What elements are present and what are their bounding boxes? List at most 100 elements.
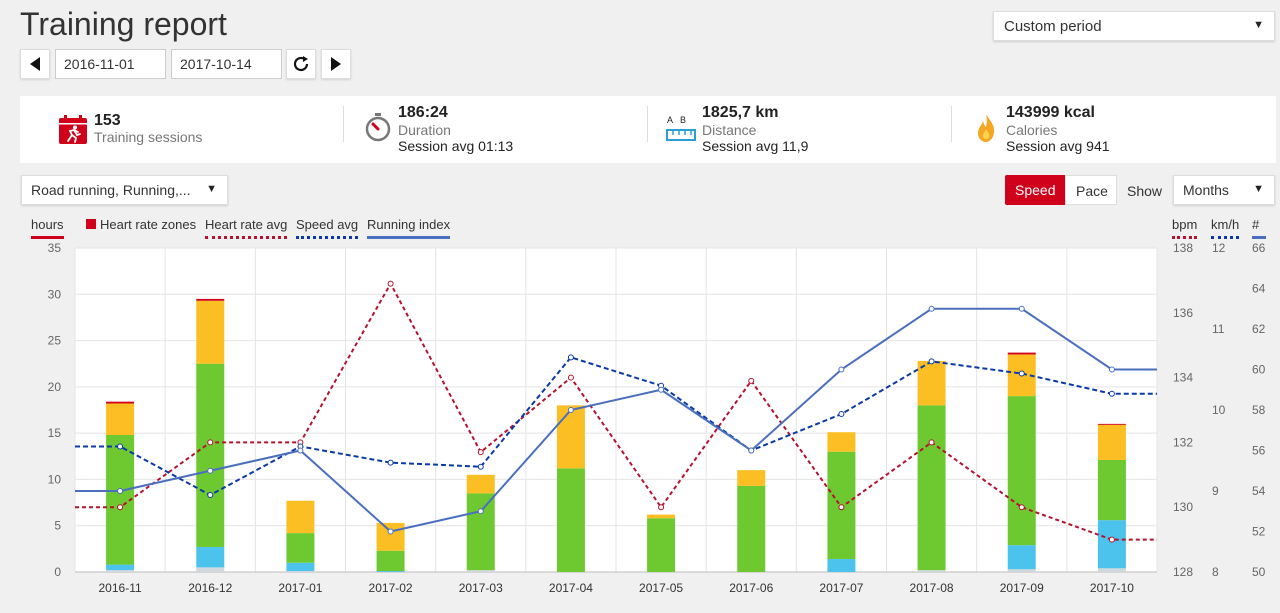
bpm-tick-label: 134 (1173, 371, 1193, 385)
x-tick-label: 2017-08 (910, 581, 954, 595)
series-point (1108, 366, 1115, 373)
legend-hours[interactable]: hours (31, 217, 64, 239)
y-tick-label: 15 (48, 426, 62, 440)
chevron-down-icon: ▼ (1253, 19, 1264, 31)
bar-segment (196, 300, 225, 364)
calories-value: 143999 kcal (1006, 104, 1095, 121)
bar-segment (466, 474, 495, 494)
duration-label: Duration (398, 122, 451, 138)
speed-tick-label: 8 (1212, 565, 1219, 579)
divider (343, 106, 344, 142)
x-tick-label: 2016-12 (188, 581, 232, 595)
x-tick-label: 2017-04 (549, 581, 593, 595)
arrow-right-icon (331, 57, 341, 71)
bar-segment (286, 500, 315, 534)
calories-label: Calories (1006, 122, 1058, 138)
series-point (567, 407, 574, 413)
series-point (838, 366, 845, 373)
bar-segment (286, 562, 315, 572)
next-period-button[interactable] (321, 49, 351, 79)
speed-tick-label: 10 (1212, 403, 1226, 417)
x-tick-label: 2017-01 (278, 581, 322, 595)
series-point (117, 488, 124, 494)
series-point (1108, 536, 1115, 543)
sport-filter-select[interactable]: Road running, Running,... ▼ (21, 175, 228, 205)
bar-segment (376, 522, 405, 551)
calendar-runner-icon (59, 115, 87, 144)
arrow-left-icon (30, 57, 40, 71)
series-point (477, 463, 484, 470)
series-point (387, 459, 394, 466)
x-tick-label: 2017-07 (819, 581, 863, 595)
series-point (117, 443, 124, 450)
bpm-tick-label: 128 (1173, 565, 1193, 579)
series-point (838, 504, 845, 511)
bar-segment (1097, 568, 1126, 572)
page-title: Training report (20, 6, 227, 42)
chevron-down-icon: ▼ (1253, 183, 1264, 195)
legend-bpm-axis: bpm (1172, 217, 1198, 239)
period-select-value: Custom period (1004, 18, 1102, 35)
x-tick-label: 2017-06 (729, 581, 773, 595)
series-point (928, 358, 935, 365)
series-line (75, 307, 1157, 533)
refresh-button[interactable] (286, 49, 316, 79)
bpm-tick-label: 136 (1173, 306, 1193, 320)
refresh-icon (293, 56, 309, 72)
legend-hr-zones-label: Heart rate zones (100, 217, 197, 232)
bar-segment (286, 533, 315, 563)
y-tick-label: 25 (48, 334, 62, 348)
legend-running-index[interactable]: Running index (367, 217, 451, 239)
period-select[interactable]: Custom period ▼ (993, 11, 1275, 41)
bar-segment (196, 298, 225, 301)
series-point (928, 439, 935, 446)
flame-icon (978, 114, 995, 142)
legend-hr-zones[interactable]: Heart rate zones (86, 217, 196, 236)
bar-segment (1007, 569, 1036, 572)
end-date-input[interactable]: 2017-10-14 (171, 49, 282, 79)
series-point (658, 386, 665, 393)
bar-segment (376, 571, 405, 572)
series-point (567, 374, 574, 381)
bpm-tick-label: 132 (1173, 435, 1193, 449)
series-point (658, 504, 665, 511)
index-tick-label: 64 (1252, 282, 1266, 296)
bar-segment (647, 518, 676, 572)
previous-period-button[interactable] (20, 49, 50, 79)
bar-segment (917, 405, 946, 571)
pace-toggle[interactable]: Pace (1065, 175, 1117, 205)
sport-filter-value: Road running, Running,... (31, 182, 191, 198)
bar-segment (1007, 396, 1036, 546)
interval-select-value: Months (1183, 182, 1229, 198)
speed-toggle[interactable]: Speed (1005, 175, 1065, 205)
x-tick-label: 2017-09 (1000, 581, 1044, 595)
x-tick-label: 2016-11 (99, 581, 142, 595)
stopwatch-icon (365, 113, 391, 142)
series-point (1108, 390, 1115, 397)
bar-segment (106, 570, 135, 572)
y-tick-label: 5 (54, 519, 61, 533)
distance-label: Distance (702, 122, 757, 138)
interval-select[interactable]: Months ▼ (1173, 175, 1275, 205)
divider (951, 106, 952, 142)
series-point (477, 449, 484, 456)
legend-hr-avg[interactable]: Heart rate avg (205, 217, 288, 239)
legend-count-axis: # (1252, 217, 1266, 239)
x-tick-label: 2017-02 (369, 581, 413, 595)
x-tick-label: 2017-03 (459, 581, 503, 595)
bar-segment (827, 559, 856, 572)
series-point (838, 411, 845, 418)
start-date-input[interactable]: 2016-11-01 (55, 49, 166, 79)
duration-value: 186:24 (398, 104, 448, 121)
bar-segment (1097, 424, 1126, 460)
legend-speed-avg[interactable]: Speed avg (296, 217, 359, 239)
sessions-label: Training sessions (94, 129, 203, 145)
bar-segment (106, 401, 135, 404)
bar-segment (556, 405, 585, 469)
bar-segment (917, 570, 946, 572)
ruler-icon (666, 129, 696, 141)
series-point (1018, 305, 1025, 312)
ruler-letters: A B (667, 115, 687, 125)
bar-segment (196, 363, 225, 548)
bpm-tick-label: 138 (1173, 241, 1193, 255)
